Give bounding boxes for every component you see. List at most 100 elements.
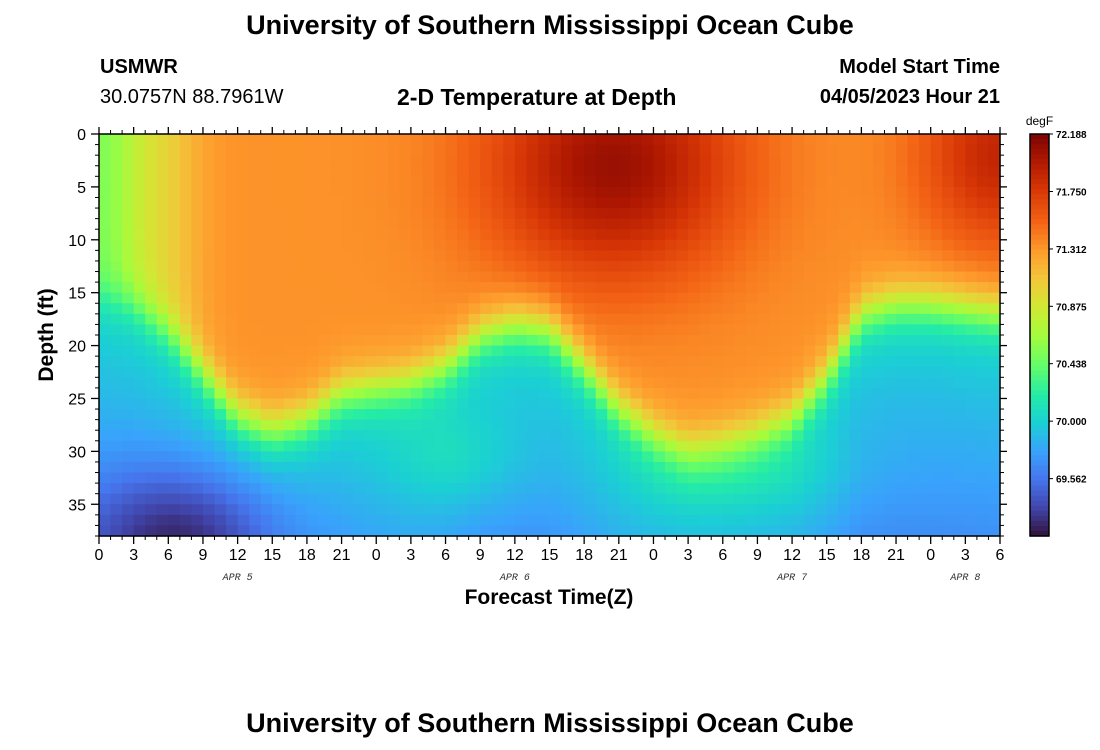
heatmap-cell	[353, 440, 366, 452]
heatmap-cell	[745, 472, 759, 484]
heatmap-cell	[480, 303, 493, 315]
heatmap-cell	[179, 409, 193, 421]
heatmap-cell	[768, 398, 782, 410]
heatmap-cell	[792, 419, 805, 431]
heatmap-cell	[884, 514, 897, 527]
heatmap-cell	[341, 398, 354, 410]
heatmap-cell	[838, 292, 851, 304]
heatmap-cell	[953, 271, 966, 283]
y-tick-label: 30	[68, 444, 86, 461]
heatmap-cell	[214, 525, 227, 537]
heatmap-cell	[803, 345, 816, 357]
heatmap-cell	[896, 260, 909, 273]
heatmap-cell	[757, 218, 770, 230]
heatmap-cell	[965, 461, 978, 474]
heatmap-cell	[896, 186, 909, 199]
heatmap-cell	[676, 493, 689, 505]
heatmap-cell	[549, 271, 562, 283]
heatmap-cell	[537, 313, 551, 326]
heatmap-cell	[457, 514, 470, 527]
heatmap-cell	[896, 176, 909, 188]
heatmap-cell	[907, 514, 920, 527]
heatmap-cell	[757, 260, 770, 273]
heatmap-cell	[896, 271, 909, 283]
heatmap-cell	[976, 409, 990, 421]
heatmap-cell	[445, 493, 458, 505]
heatmap-cell	[260, 229, 273, 241]
heatmap-cell	[815, 229, 828, 241]
heatmap-cell	[930, 260, 943, 273]
heatmap-cell	[549, 250, 562, 262]
heatmap-cell	[665, 345, 678, 357]
heatmap-cell	[618, 186, 631, 199]
heatmap-cell	[468, 260, 481, 273]
heatmap-cell	[942, 165, 955, 177]
heatmap-cell	[618, 303, 631, 315]
heatmap-cell	[156, 313, 169, 326]
heatmap-cell	[745, 313, 759, 326]
heatmap-cell	[110, 208, 123, 220]
heatmap-cell	[445, 387, 458, 400]
heatmap-cell	[872, 387, 886, 400]
heatmap-cell	[410, 144, 424, 156]
heatmap-cell	[584, 345, 597, 357]
heatmap-cell	[156, 165, 169, 177]
heatmap-cell	[792, 483, 805, 495]
heatmap-cell	[711, 292, 724, 304]
heatmap-cell	[988, 409, 1001, 421]
heatmap-cell	[942, 144, 955, 156]
model-start-time: 04/05/2023 Hour 21	[819, 86, 1000, 108]
heatmap-cell	[861, 176, 874, 188]
heatmap-cell	[202, 229, 216, 241]
heatmap-cell	[99, 335, 112, 347]
heatmap-cell	[641, 514, 655, 527]
heatmap-cell	[491, 387, 504, 400]
heatmap-cell	[734, 472, 747, 484]
heatmap-cell	[503, 483, 516, 495]
heatmap-cell	[468, 313, 481, 326]
heatmap-cell	[295, 282, 308, 294]
heatmap-cell	[722, 134, 735, 146]
heatmap-cell	[376, 218, 389, 230]
heatmap-cell	[202, 313, 216, 326]
heatmap-cell	[919, 514, 932, 527]
heatmap-cell	[665, 303, 678, 315]
heatmap-cell	[734, 144, 747, 156]
heatmap-cell	[260, 260, 273, 273]
colorbar-swatch	[1030, 289, 1049, 296]
heatmap-cell	[942, 451, 955, 463]
heatmap-cell	[272, 525, 285, 537]
heatmap-cell	[722, 292, 735, 304]
heatmap-cell	[156, 387, 169, 400]
heatmap-cell	[410, 176, 424, 188]
heatmap-cell	[711, 239, 724, 251]
heatmap-cell	[572, 324, 585, 336]
heatmap-cell	[399, 461, 412, 474]
heatmap-cell	[688, 218, 701, 230]
heatmap-cell	[283, 292, 296, 304]
heatmap-cell	[734, 504, 747, 516]
heatmap-cell	[145, 483, 158, 495]
heatmap-cell	[376, 229, 389, 241]
heatmap-cell	[676, 409, 689, 421]
heatmap-cell	[168, 461, 181, 474]
heatmap-cell	[734, 345, 747, 357]
heatmap-cell	[260, 377, 273, 389]
heatmap-cell	[260, 345, 273, 357]
heatmap-cell	[133, 419, 146, 431]
heatmap-cell	[468, 366, 481, 378]
heatmap-cell	[214, 134, 227, 146]
heatmap-cell	[410, 335, 424, 347]
heatmap-cell	[422, 250, 435, 262]
heatmap-cell	[838, 197, 851, 209]
heatmap-cell	[399, 155, 412, 167]
heatmap-cell	[514, 186, 527, 199]
heatmap-cell	[953, 229, 966, 241]
heatmap-cell	[699, 451, 712, 463]
heatmap-cell	[734, 356, 747, 368]
heatmap-cell	[260, 282, 273, 294]
heatmap-cell	[907, 144, 920, 156]
heatmap-cell	[953, 356, 966, 368]
heatmap-cell	[942, 366, 955, 378]
heatmap-cell	[110, 461, 123, 474]
